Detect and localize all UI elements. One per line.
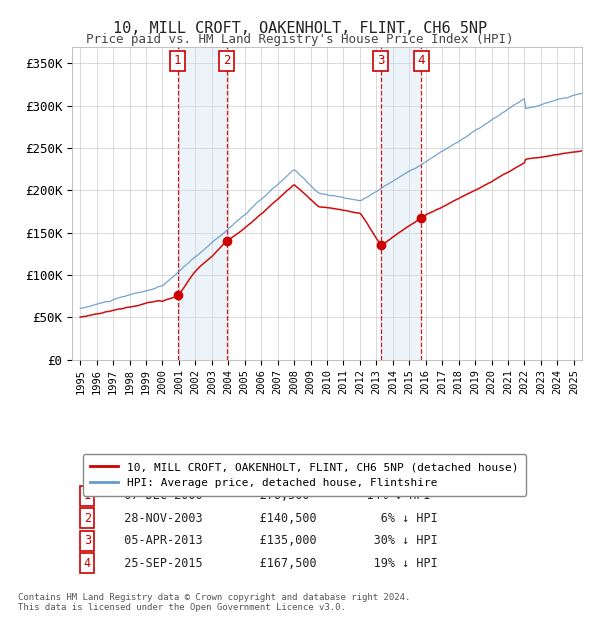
Text: 4: 4 — [418, 55, 425, 68]
Bar — [380, 46, 421, 360]
Legend: 10, MILL CROFT, OAKENHOLT, FLINT, CH6 5NP (detached house), HPI: Average price, : 10, MILL CROFT, OAKENHOLT, FLINT, CH6 5N… — [83, 454, 526, 495]
Text: 2: 2 — [223, 55, 230, 68]
Text: 05-APR-2013        £135,000        30% ↓ HPI: 05-APR-2013 £135,000 30% ↓ HPI — [110, 534, 438, 547]
Bar — [178, 46, 227, 360]
Text: 1: 1 — [174, 55, 181, 68]
Text: 4: 4 — [84, 557, 91, 570]
Text: 25-SEP-2015        £167,500        19% ↓ HPI: 25-SEP-2015 £167,500 19% ↓ HPI — [110, 557, 438, 570]
Text: 07-DEC-2000        £76,500        14% ↓ HPI: 07-DEC-2000 £76,500 14% ↓ HPI — [110, 489, 431, 502]
Text: 10, MILL CROFT, OAKENHOLT, FLINT, CH6 5NP: 10, MILL CROFT, OAKENHOLT, FLINT, CH6 5N… — [113, 21, 487, 36]
Text: 3: 3 — [377, 55, 385, 68]
Text: Price paid vs. HM Land Registry's House Price Index (HPI): Price paid vs. HM Land Registry's House … — [86, 33, 514, 46]
Text: 2: 2 — [84, 512, 91, 525]
Text: 28-NOV-2003        £140,500         6% ↓ HPI: 28-NOV-2003 £140,500 6% ↓ HPI — [110, 512, 438, 525]
Text: 1: 1 — [84, 489, 91, 502]
Text: 3: 3 — [84, 534, 91, 547]
Text: Contains HM Land Registry data © Crown copyright and database right 2024.
This d: Contains HM Land Registry data © Crown c… — [18, 593, 410, 612]
